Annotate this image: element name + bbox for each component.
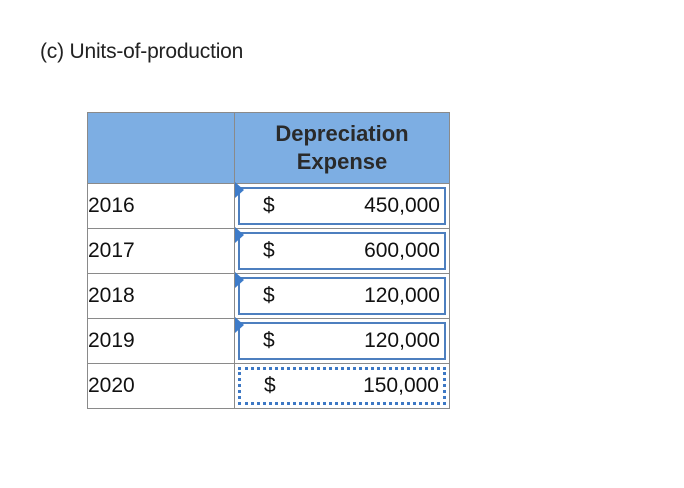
year-cell: 2018 — [87, 273, 235, 319]
header-label-line2: Expense — [296, 149, 388, 174]
header-label-line1: Depreciation — [275, 121, 409, 146]
section-title: (c) Units-of-production — [40, 40, 244, 63]
expense-amount: 120,000 — [364, 284, 440, 307]
table-row: 2018 $ 120,000 — [87, 272, 450, 319]
currency-symbol: $ — [263, 284, 275, 307]
answered-marker-icon — [235, 317, 244, 333]
expense-amount: 150,000 — [363, 374, 439, 397]
expense-cell: $ 450,000 — [234, 182, 450, 229]
expense-amount: 450,000 — [364, 194, 440, 217]
expense-cell: $ 120,000 — [234, 317, 450, 364]
answered-marker-icon — [235, 182, 244, 198]
currency-symbol: $ — [263, 194, 275, 217]
expense-amount: 600,000 — [364, 239, 440, 262]
depreciation-table: Depreciation Expense 2016 $ 450,000 2017 — [87, 112, 450, 409]
header-year-cell — [87, 112, 235, 184]
expense-input-2020[interactable]: $ 150,000 — [238, 367, 446, 405]
answered-marker-icon — [235, 272, 244, 288]
answered-marker-icon — [235, 227, 244, 243]
table-row: 2020 $ 150,000 — [87, 363, 450, 409]
expense-input-2017[interactable]: $ 600,000 — [238, 232, 446, 270]
table-row: 2019 $ 120,000 — [87, 317, 450, 364]
year-cell: 2019 — [87, 318, 235, 364]
expense-cell: $ 120,000 — [234, 272, 450, 319]
table-row: 2017 $ 600,000 — [87, 227, 450, 274]
expense-amount: 120,000 — [364, 329, 440, 352]
expense-cell: $ 600,000 — [234, 227, 450, 274]
table-header-row: Depreciation Expense — [87, 112, 450, 184]
table-row: 2016 $ 450,000 — [87, 182, 450, 229]
expense-cell: $ 150,000 — [234, 363, 450, 409]
expense-input-2018[interactable]: $ 120,000 — [238, 277, 446, 315]
year-cell: 2017 — [87, 228, 235, 274]
currency-symbol: $ — [264, 374, 276, 397]
year-cell: 2016 — [87, 183, 235, 229]
expense-input-2019[interactable]: $ 120,000 — [238, 322, 446, 360]
currency-symbol: $ — [263, 239, 275, 262]
currency-symbol: $ — [263, 329, 275, 352]
year-cell: 2020 — [87, 363, 235, 409]
header-depreciation-expense: Depreciation Expense — [234, 112, 450, 184]
expense-input-2016[interactable]: $ 450,000 — [238, 187, 446, 225]
